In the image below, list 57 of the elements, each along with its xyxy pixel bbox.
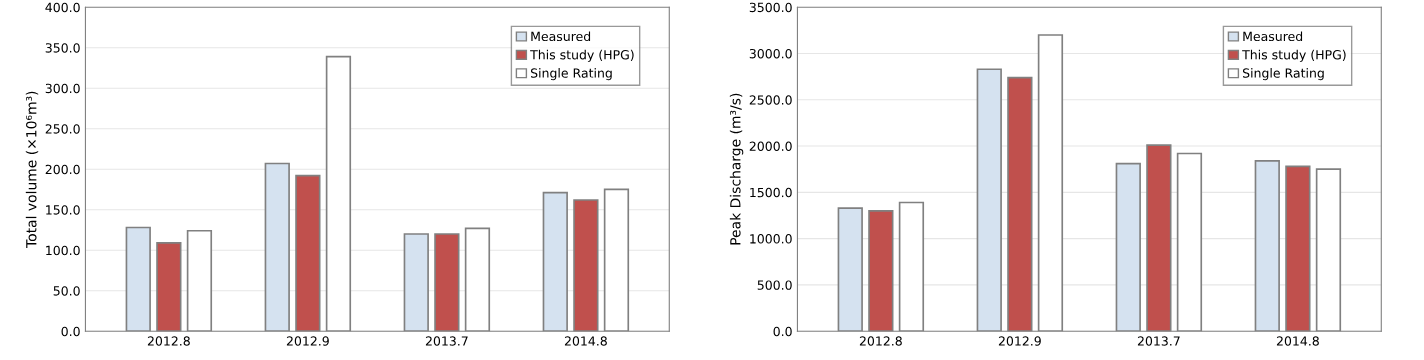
bar <box>1037 34 1064 332</box>
bar <box>1007 76 1033 332</box>
bar <box>898 201 925 332</box>
y-tick-label: 3000.0 <box>749 48 792 59</box>
bar <box>868 210 894 332</box>
bar <box>1146 144 1172 332</box>
legend-label: Single Rating <box>1242 68 1324 81</box>
legend-label: Measured <box>531 31 591 42</box>
bar <box>603 188 630 332</box>
legend-label: Measured <box>1243 31 1303 42</box>
bar <box>125 226 151 332</box>
x-tick-label: 2012.9 <box>998 336 1041 346</box>
y-tick-label: 400.0 <box>45 2 80 13</box>
legend-label: This study (HPG) <box>530 49 634 62</box>
bar <box>1176 152 1203 332</box>
y-tick-label: 500.0 <box>757 280 792 290</box>
y-axis-title: Peak Discharge (m³/s) <box>729 93 744 245</box>
legend-label: Single Rating <box>530 68 612 81</box>
y-tick-label: 200.0 <box>45 164 80 175</box>
bar <box>156 242 182 332</box>
y-tick-label: 3500.0 <box>749 2 792 13</box>
bar <box>837 207 863 332</box>
y-tick-label: 1000.0 <box>750 234 792 244</box>
y-tick-label: 2500.0 <box>749 95 792 105</box>
bar <box>542 191 568 332</box>
x-tick-label: 2013.7 <box>425 336 468 346</box>
y-tick-label: 0.0 <box>61 326 80 337</box>
x-tick-label: 2012.8 <box>147 336 190 346</box>
y-tick-label: 100.0 <box>46 245 80 256</box>
bar <box>325 55 352 332</box>
bar <box>464 227 491 332</box>
bar <box>186 229 213 332</box>
bar <box>434 233 460 332</box>
y-tick-label: 350.0 <box>45 43 80 53</box>
y-tick-label: 250.0 <box>45 124 80 134</box>
x-tick-label: 2014.8 <box>1276 336 1319 346</box>
y-tick-label: 0.0 <box>773 326 792 337</box>
y-axis-title: Total volume (×10⁶m³) <box>25 91 39 249</box>
bar <box>1115 162 1141 332</box>
bar <box>403 233 429 332</box>
x-tick-label: 2014.8 <box>564 336 607 346</box>
x-tick-label: 2013.7 <box>1137 336 1180 346</box>
y-tick-label: 2000.0 <box>749 141 792 151</box>
bar <box>976 68 1002 332</box>
bar <box>264 162 290 332</box>
bar <box>1315 168 1342 332</box>
y-tick-label: 300.0 <box>45 83 80 94</box>
y-tick-label: 50.0 <box>53 286 80 296</box>
bar <box>573 199 599 332</box>
legend-label: This study (HPG) <box>1242 49 1346 62</box>
bar <box>1254 160 1280 332</box>
bar <box>295 174 321 332</box>
x-tick-label: 2012.8 <box>859 336 902 346</box>
y-tick-label: 1500.0 <box>750 187 792 198</box>
bar <box>1285 165 1311 332</box>
x-tick-label: 2012.9 <box>286 336 329 346</box>
y-tick-label: 150.0 <box>46 205 80 215</box>
